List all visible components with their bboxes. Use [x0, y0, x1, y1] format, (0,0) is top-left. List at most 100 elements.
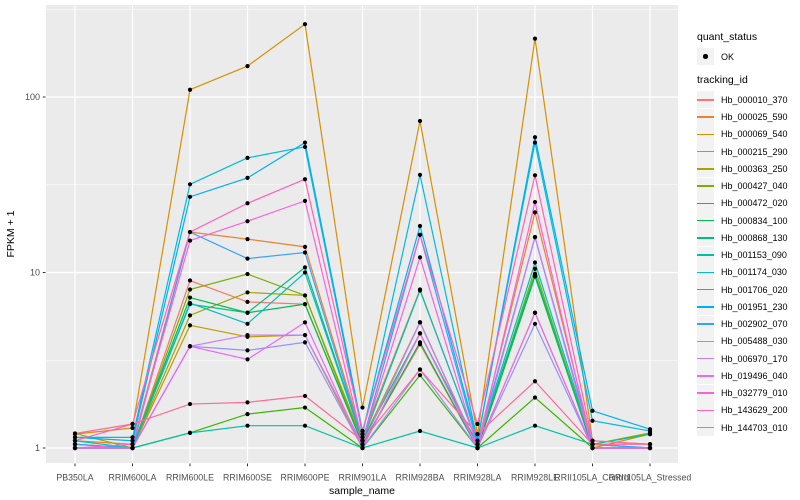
data-point	[245, 63, 250, 69]
data-point	[417, 118, 423, 124]
legend-key	[697, 108, 714, 126]
legend-item-label: Hb_032779_010	[721, 388, 788, 399]
legend-item: Hb_001951_230	[697, 298, 788, 316]
data-point	[475, 432, 480, 437]
x-tick-label: RRII105LA_Stressed	[609, 473, 692, 483]
legend-items: Hb_000010_370 Hb_000025_590 Hb_000069_540 H…	[697, 91, 788, 437]
data-point	[302, 265, 308, 270]
legend-key	[697, 367, 714, 385]
data-point	[532, 260, 538, 265]
data-point	[187, 344, 193, 349]
legend-key	[697, 419, 714, 437]
legend-swatch-line	[697, 237, 714, 239]
x-tick-label: RRII105LA_Control	[554, 473, 630, 483]
data-point	[417, 331, 423, 336]
legend-item: Hb_000427_040	[697, 177, 788, 195]
legend-swatch-line	[697, 185, 714, 187]
legend-item-label: Hb_001174_030	[721, 267, 787, 278]
legend-title-tracking-id: tracking_id	[697, 74, 748, 87]
data-point	[187, 401, 193, 407]
legend-swatch-line	[697, 323, 714, 325]
legend-swatch-line	[697, 392, 714, 394]
legend-key	[697, 281, 714, 299]
data-point	[360, 445, 365, 451]
legend-item: Hb_000069_540	[697, 125, 788, 143]
data-point	[590, 442, 595, 447]
y-tick-label: 1	[35, 443, 40, 453]
data-point	[72, 438, 78, 443]
data-point	[302, 405, 308, 410]
data-point	[532, 310, 538, 315]
data-point	[302, 144, 308, 149]
legend-key	[697, 298, 714, 316]
legend-item: Hb_000215_290	[697, 143, 788, 161]
legend-item-label: Hb_000427_040	[721, 181, 788, 192]
data-point	[245, 290, 250, 295]
legend-item: Hb_144703_010	[697, 419, 788, 437]
legend-key	[697, 160, 714, 178]
legend-item-label: Hb_000363_250	[721, 163, 788, 174]
data-point	[130, 445, 135, 451]
legend-swatch-line	[697, 375, 714, 377]
data-point	[302, 293, 308, 298]
data-point	[590, 408, 595, 413]
legend-item-label: OK	[721, 51, 735, 62]
data-point	[302, 22, 308, 27]
data-point	[532, 379, 538, 384]
data-point	[417, 288, 423, 293]
x-tick-label: RRIM928LE	[511, 473, 559, 483]
data-point	[187, 194, 193, 199]
legend-item-label: Hb_000010_370	[721, 94, 788, 105]
legend-item-label: Hb_000215_290	[721, 146, 788, 157]
data-point	[187, 300, 193, 306]
legend-item-label: Hb_019496_040	[721, 370, 788, 381]
legend-key	[697, 194, 714, 212]
legend-swatch-line	[697, 150, 714, 153]
legend-item: Hb_001706_020	[697, 281, 788, 299]
legend-key	[697, 315, 714, 333]
legend-item-label: Hb_143629_200	[721, 405, 788, 416]
legend-item: Hb_000834_100	[697, 212, 788, 230]
legend-item-label: Hb_000472_020	[721, 198, 788, 209]
data-point	[532, 135, 538, 140]
data-point	[302, 423, 308, 428]
data-point	[647, 427, 653, 432]
point-marker-icon	[703, 54, 708, 59]
y-axis-title: FPKM + 1	[5, 210, 17, 257]
data-point	[245, 412, 250, 417]
legend-swatch-line	[697, 116, 714, 118]
data-point	[130, 438, 135, 443]
legend-item: Hb_005488_030	[697, 332, 788, 350]
x-tick-label: RRIM928LA	[454, 473, 502, 483]
legend-item: Hb_002902_070	[697, 315, 788, 333]
data-point	[245, 321, 250, 326]
legend-item-label: Hb_000868_130	[721, 232, 788, 243]
legend-key-point	[697, 48, 714, 66]
legend-key	[697, 177, 714, 195]
data-point	[417, 232, 423, 237]
legend-swatch-line	[697, 202, 714, 205]
legend-key	[697, 401, 714, 419]
data-point	[302, 250, 308, 255]
data-point	[417, 172, 423, 177]
legend-key	[697, 125, 714, 143]
legend-swatch-line	[697, 99, 714, 101]
x-tick-label: RRIM600PE	[281, 473, 330, 483]
x-tick-label: RRIM600LE	[166, 473, 214, 483]
data-point	[532, 395, 538, 400]
data-point	[245, 201, 250, 206]
data-point	[360, 428, 365, 434]
data-point	[72, 445, 78, 451]
legend-item: Hb_032779_010	[697, 384, 788, 402]
legend-item: Hb_000472_020	[697, 194, 788, 212]
data-point	[245, 256, 250, 261]
data-point	[302, 332, 308, 338]
data-point	[245, 357, 250, 362]
legend-item: Hb_001174_030	[697, 263, 788, 281]
data-point	[590, 418, 595, 423]
data-point	[187, 238, 193, 243]
data-point	[130, 421, 135, 427]
legend-item-label: Hb_000069_540	[721, 129, 788, 140]
data-point	[417, 367, 423, 372]
